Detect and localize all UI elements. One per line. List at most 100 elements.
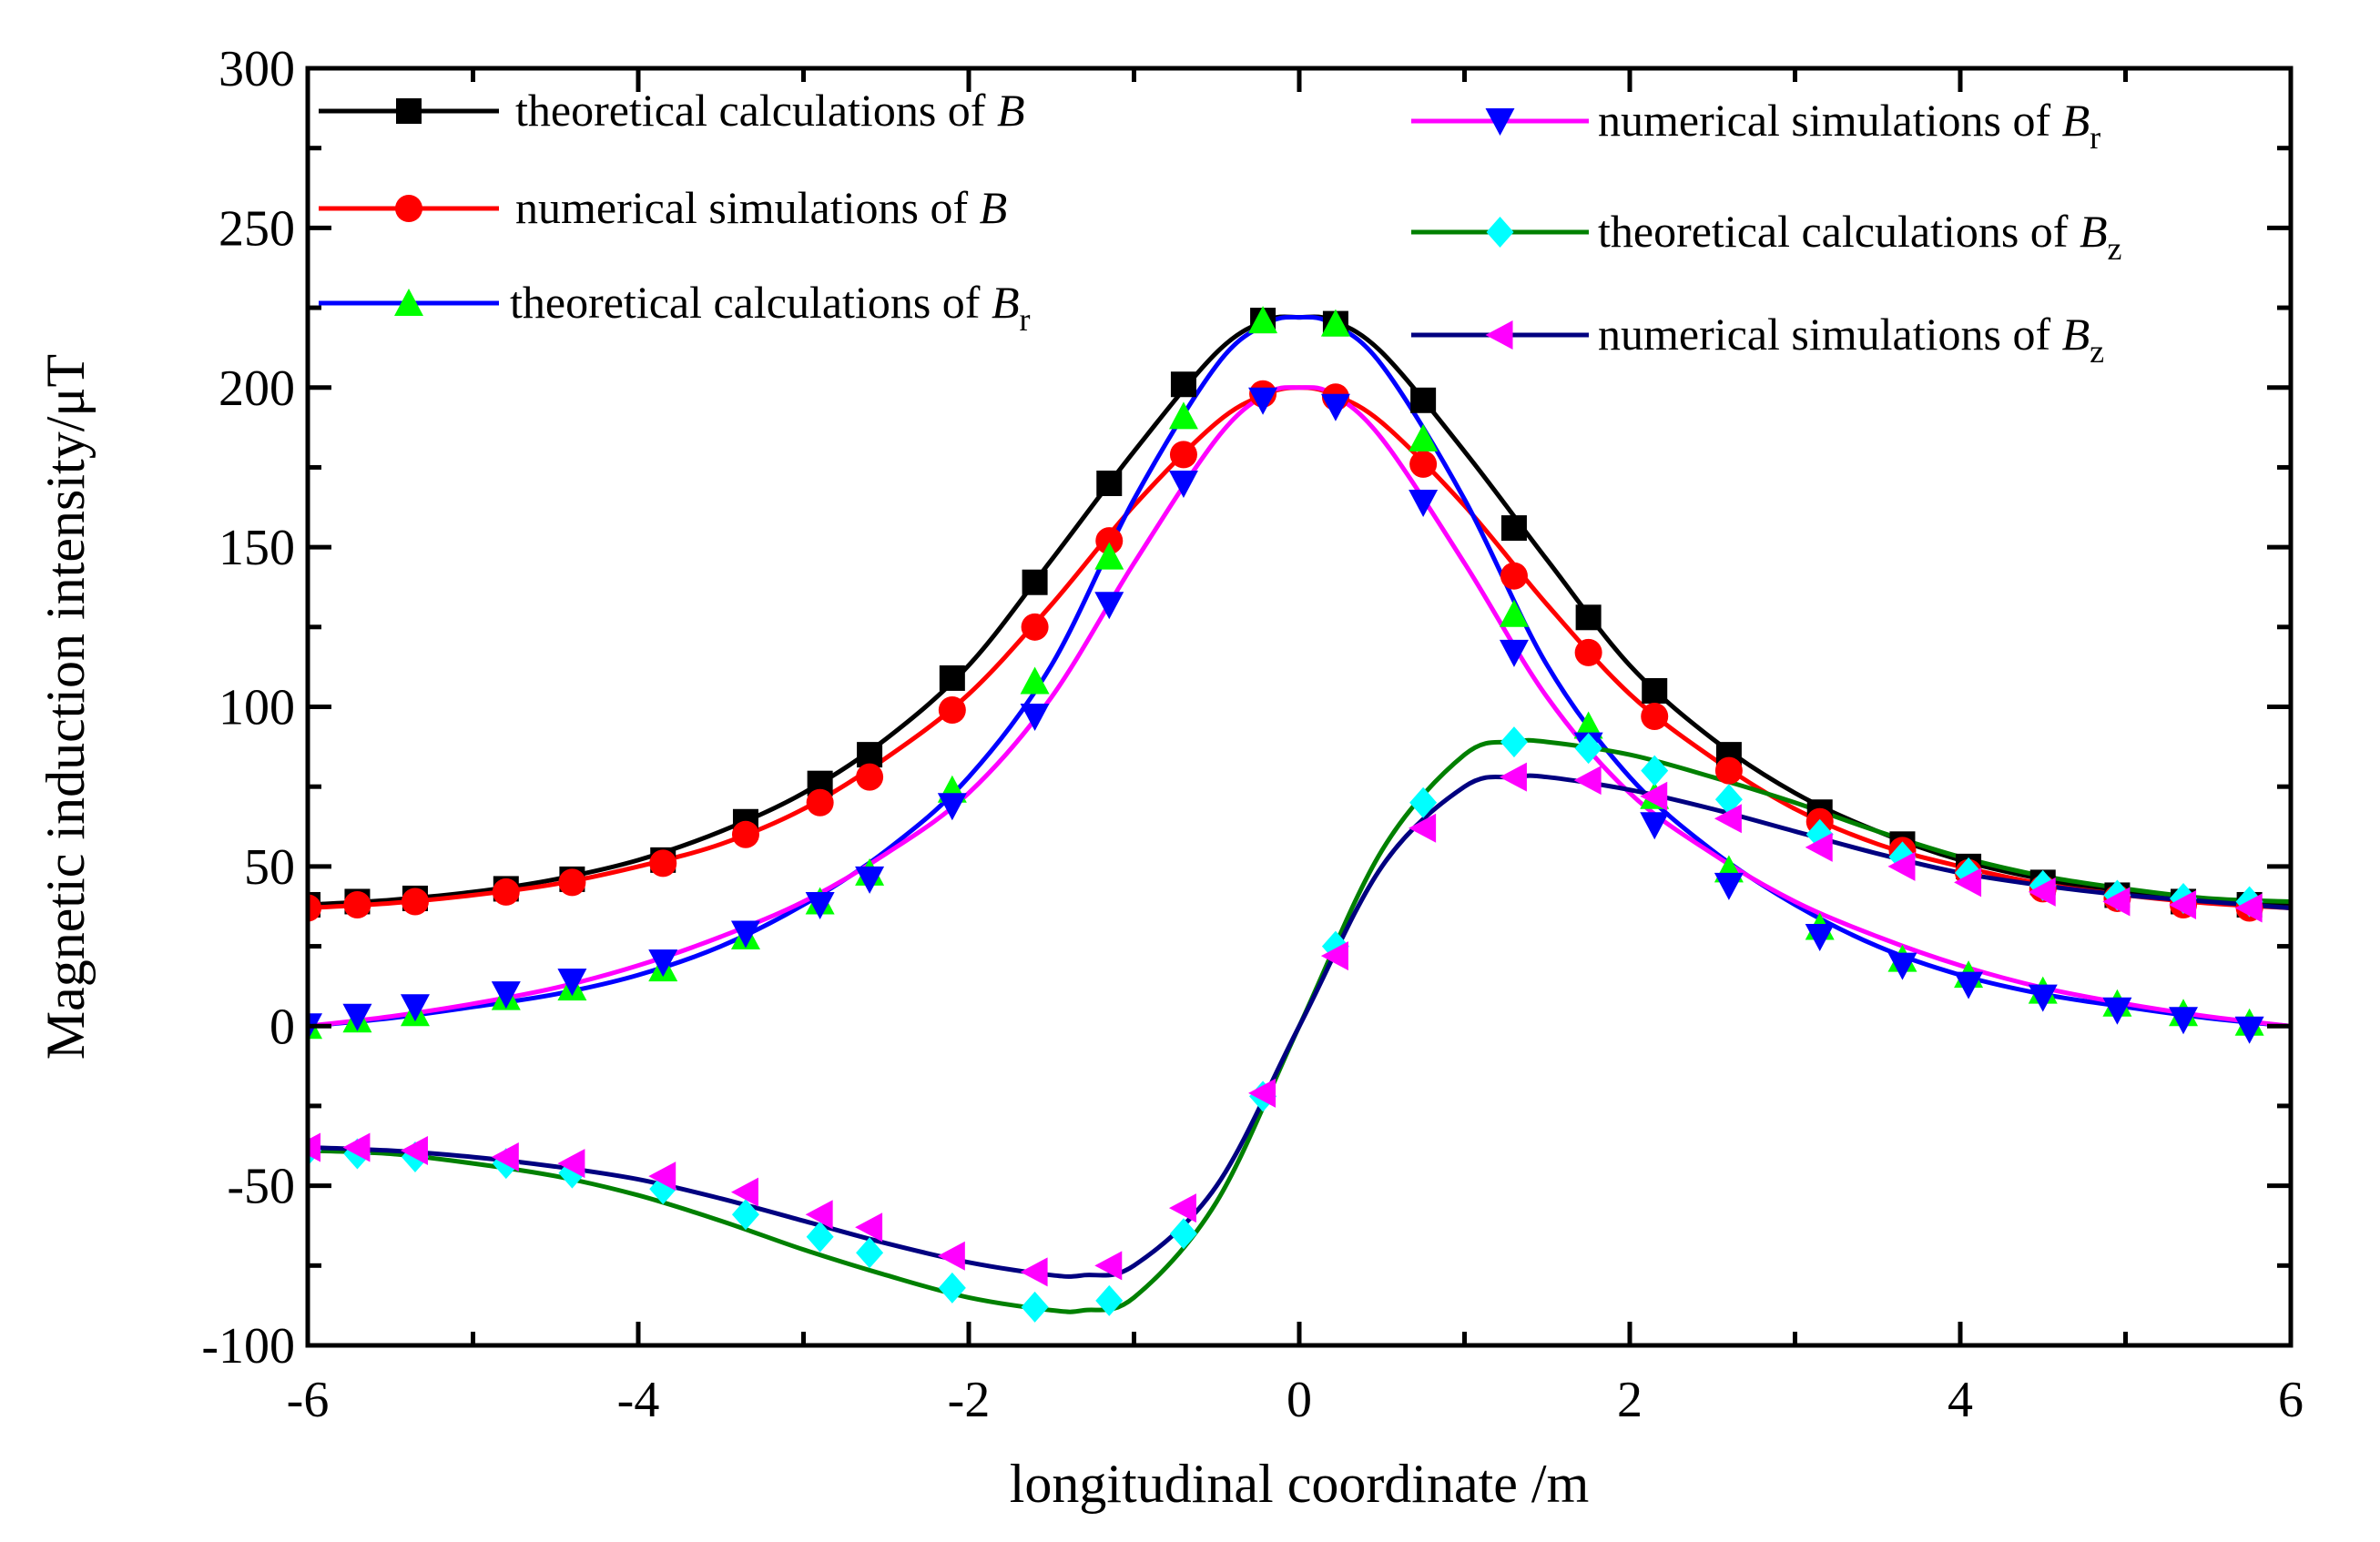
series-line-1 xyxy=(308,385,2291,910)
legend-swatch-marker xyxy=(394,289,423,316)
data-point-5 xyxy=(1573,766,1602,796)
data-point-5 xyxy=(648,1162,676,1192)
data-point-0 xyxy=(1170,371,1196,398)
data-point-0 xyxy=(1022,569,1048,595)
data-point-4 xyxy=(1574,733,1602,765)
series-curves xyxy=(308,314,2291,1314)
data-point-1 xyxy=(806,788,834,817)
series-line-5 xyxy=(308,773,2291,1279)
legend-label-text: numerical simulations of xyxy=(515,182,980,233)
legend-label: numerical simulations of Br xyxy=(1598,95,2100,156)
data-point-3 xyxy=(2234,1016,2264,1044)
data-point-3 xyxy=(1805,924,1835,952)
data-point-1 xyxy=(731,820,759,848)
y-tick-label: 250 xyxy=(219,200,295,257)
legend-label-var: B xyxy=(980,182,1008,233)
x-axis-title: longitudinal coordinate /m xyxy=(1010,1454,1590,1514)
data-point-5 xyxy=(1887,851,1916,881)
data-point-5 xyxy=(1954,867,1982,898)
data-point-5 xyxy=(2028,877,2056,907)
data-point-1 xyxy=(1095,527,1124,555)
data-point-1 xyxy=(1574,638,1602,666)
data-point-5 xyxy=(1020,1257,1048,1287)
data-point-3 xyxy=(648,949,678,978)
data-point-1 xyxy=(401,888,429,916)
data-point-0 xyxy=(1500,515,1527,542)
data-point-5 xyxy=(342,1132,371,1162)
y-tick-label: -50 xyxy=(227,1159,295,1215)
legend-swatch-marker xyxy=(1485,320,1513,350)
series-line-0 xyxy=(308,314,2291,908)
data-point-3 xyxy=(491,981,521,1009)
x-tick-label: 0 xyxy=(1287,1372,1312,1428)
data-point-3 xyxy=(730,920,760,949)
data-point-3 xyxy=(1168,470,1198,498)
data-point-1 xyxy=(1500,562,1528,590)
data-point-1 xyxy=(492,878,520,906)
data-point-3 xyxy=(1640,812,1670,840)
data-point-3 xyxy=(1020,704,1050,732)
data-point-2 xyxy=(1573,711,1603,739)
legend-swatch-marker xyxy=(1486,217,1514,248)
y-tick-label: 200 xyxy=(219,360,295,417)
data-point-5 xyxy=(2234,893,2263,923)
legend-swatch-marker xyxy=(1485,108,1515,136)
x-tick-label: 2 xyxy=(1617,1372,1643,1428)
legend-label-text: theoretical calculations of xyxy=(510,277,992,328)
data-point-5 xyxy=(2169,889,2197,919)
data-point-3 xyxy=(1499,639,1529,667)
data-point-5 xyxy=(1805,832,1833,862)
data-point-3 xyxy=(1954,971,1984,999)
data-point-3 xyxy=(1248,387,1278,415)
data-point-5 xyxy=(1714,804,1742,834)
series-line-2 xyxy=(308,314,2291,1029)
data-point-2 xyxy=(1320,309,1350,337)
data-point-5 xyxy=(308,1132,320,1162)
data-point-3 xyxy=(1094,592,1124,620)
data-point-3 xyxy=(1887,952,1917,980)
data-point-1 xyxy=(1169,441,1197,469)
x-tick-label: -4 xyxy=(617,1372,660,1428)
data-point-2 xyxy=(1094,542,1124,570)
legend-label-var: B xyxy=(2080,206,2108,257)
data-point-1 xyxy=(649,849,677,878)
y-tick-label: -100 xyxy=(201,1318,295,1375)
y-axis-title: Magnetic induction intensity/μT xyxy=(36,354,96,1060)
data-point-3 xyxy=(2169,1007,2199,1035)
data-point-2 xyxy=(1168,401,1198,430)
data-point-4 xyxy=(1714,784,1743,816)
x-tick-label: -2 xyxy=(948,1372,991,1428)
legend-label-subscript: z xyxy=(2107,230,2121,267)
data-point-1 xyxy=(938,696,966,725)
data-point-3 xyxy=(2102,997,2132,1025)
series-line-3 xyxy=(308,385,2291,1029)
legend-label-var: B xyxy=(2062,95,2090,146)
legend-label-subscript: r xyxy=(1019,301,1030,338)
data-point-5 xyxy=(937,1241,965,1271)
legend-label: numerical simulations of B xyxy=(515,182,1007,233)
data-point-3 xyxy=(1320,393,1350,421)
data-point-2 xyxy=(1020,666,1050,695)
y-tick-label: 150 xyxy=(219,520,295,576)
data-point-0 xyxy=(1642,677,1668,704)
data-point-4 xyxy=(856,1237,884,1269)
data-point-1 xyxy=(1641,703,1669,731)
data-point-5 xyxy=(730,1177,758,1207)
data-point-1 xyxy=(1714,756,1743,785)
data-point-2 xyxy=(1248,306,1278,334)
legend-label-var: B xyxy=(2062,309,2090,360)
data-point-3 xyxy=(342,1003,372,1031)
data-point-4 xyxy=(1169,1218,1197,1250)
data-point-1 xyxy=(856,763,884,791)
data-point-0 xyxy=(857,742,883,768)
x-tick-label: 6 xyxy=(2278,1372,2304,1428)
y-tick-label: 0 xyxy=(270,999,295,1055)
legend-label-text: numerical simulations of xyxy=(1598,95,2062,146)
legend-label-subscript: z xyxy=(2090,333,2104,370)
data-point-0 xyxy=(1096,470,1123,496)
y-tick-label: 300 xyxy=(219,41,295,97)
data-point-5 xyxy=(855,1212,883,1243)
data-point-3 xyxy=(937,793,967,821)
